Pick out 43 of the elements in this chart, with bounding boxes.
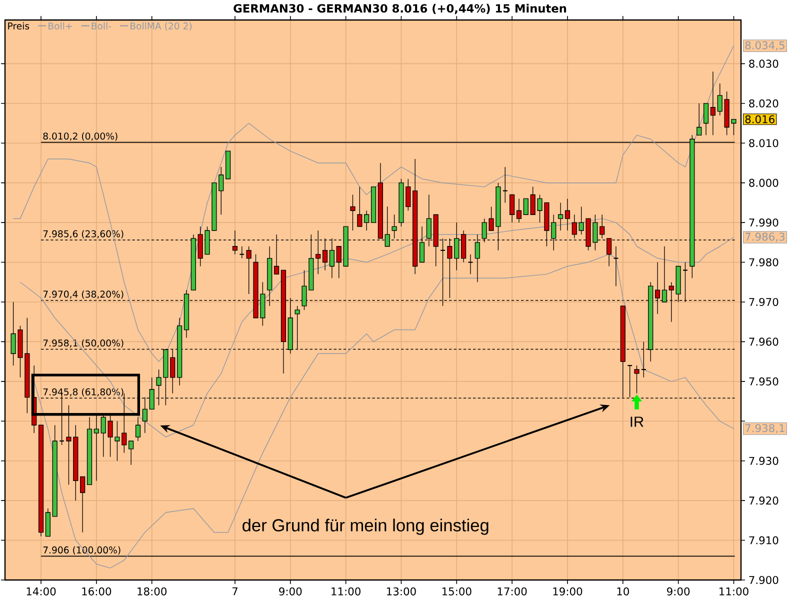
x-tick-label: 7 xyxy=(232,587,238,596)
legend-label: Boll- xyxy=(92,22,112,30)
x-tick-label: 16:00 xyxy=(82,587,112,596)
data-label: 7.986,3 xyxy=(745,232,784,242)
y-tick-label: 7.900 xyxy=(749,576,778,584)
y-tick-label: 8.010 xyxy=(749,139,778,148)
x-tick-label: 11:00 xyxy=(720,587,748,596)
y-tick-label: 7.910 xyxy=(749,536,778,544)
ref-line-label: 7.970,4 (38,20%) xyxy=(43,290,124,299)
data-label: 8.034,5 xyxy=(745,41,784,50)
y-tick-label: 8.000 xyxy=(749,178,778,187)
ref-line-label: 7.958,1 (50,00%) xyxy=(43,339,124,348)
x-tick-label: 14:00 xyxy=(26,587,56,596)
y-tick-label: 7.950 xyxy=(749,377,778,386)
ref-line-label: 7.906 (100,00%) xyxy=(43,546,120,555)
ref-line-label: 7.985,6 (23,60%) xyxy=(43,230,124,238)
x-tick-label: 9:00 xyxy=(667,587,690,596)
x-tick-label: 19:00 xyxy=(553,587,582,596)
x-tick-label: 15:00 xyxy=(442,587,472,596)
legend-label: Boll+ xyxy=(48,22,72,30)
chart-title: GERMAN30 - GERMAN30 8.016 (+0,44%) 15 Minuten xyxy=(234,4,566,14)
annotation: der Grund für mein long einstieg xyxy=(242,518,488,535)
x-tick-label: 13:00 xyxy=(387,587,416,596)
y-tick-label: 8.030 xyxy=(749,60,778,68)
y-tick-label: 8.020 xyxy=(749,99,778,108)
x-tick-label: 9:00 xyxy=(279,587,302,596)
y-axis-title: Preis xyxy=(8,22,30,30)
y-tick-label: 7.930 xyxy=(749,456,778,465)
legend-label: BollMA (20 2) xyxy=(130,22,192,31)
y-tick-label: 7.920 xyxy=(749,496,778,505)
annotation: IR xyxy=(630,416,644,427)
y-tick-label: 7.970 xyxy=(749,298,778,306)
ref-line-label: 7.945,8 (61,80%) xyxy=(43,388,124,396)
y-tick-label: 7.990 xyxy=(749,218,778,227)
x-tick-label: 17:00 xyxy=(498,587,527,596)
x-tick-label: 10 xyxy=(617,587,629,596)
data-label: 7.938,1 xyxy=(745,424,784,434)
ref-line-label: 8.010,2 (0,00%) xyxy=(43,132,118,141)
x-tick-label: 11:00 xyxy=(332,587,360,596)
y-tick-label: 7.980 xyxy=(749,258,778,266)
y-tick-label: 7.960 xyxy=(749,338,778,346)
x-tick-label: 18:00 xyxy=(138,587,167,596)
text: 8.016 xyxy=(745,115,774,124)
